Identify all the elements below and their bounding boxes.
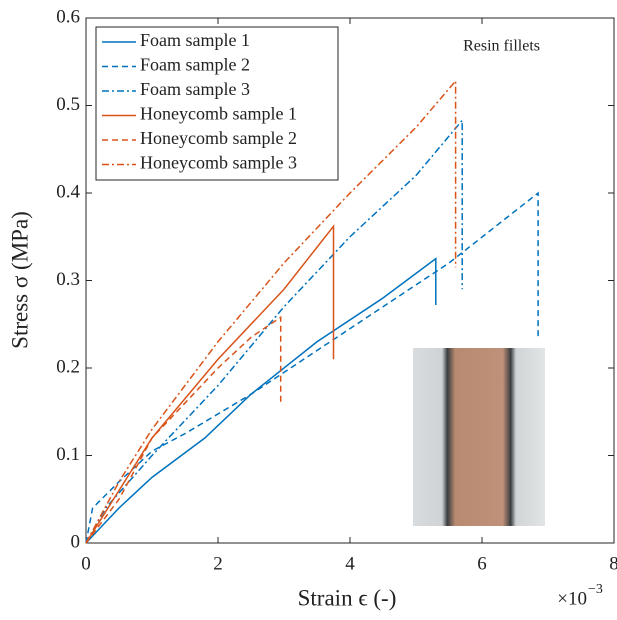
series-line [85, 224, 335, 544]
y-tick-label: 0 [71, 531, 81, 552]
series-line [85, 78, 457, 544]
legend-box [95, 26, 339, 181]
x-multiplier-exponent: −3 [588, 582, 603, 597]
series-line [85, 118, 463, 544]
legend-label: Honeycomb sample 1 [140, 104, 297, 124]
y-axis-label: Stress σ (MPa) [7, 211, 32, 349]
y-tick-label: 0.6 [56, 6, 80, 27]
y-tick-label: 0.2 [56, 356, 80, 377]
x-tick-label: 0 [81, 553, 91, 574]
x-tick-label: 8 [609, 553, 617, 574]
y-tick-label: 0.1 [56, 444, 80, 465]
legend-label: Honeycomb sample 3 [140, 153, 297, 173]
x-tick-label: 4 [345, 553, 355, 574]
x-axis-label: Strain ϵ (-) [298, 585, 397, 610]
x-multiplier: ×10 [557, 588, 587, 609]
y-tick-label: 0.3 [56, 269, 80, 290]
series-line [85, 257, 437, 544]
annotation: Resin fillets [463, 38, 540, 55]
inset-photo [413, 348, 545, 526]
series-line [85, 191, 539, 544]
y-tick-label: 0.4 [56, 181, 80, 202]
y-tick-label: 0.5 [56, 94, 80, 115]
legend-label: Honeycomb sample 2 [140, 128, 297, 148]
x-tick-label: 6 [477, 553, 487, 574]
x-tick-label: 2 [213, 553, 223, 574]
series-line [85, 315, 282, 544]
legend-label: Foam sample 3 [140, 79, 250, 99]
legend-label: Foam sample 1 [140, 30, 250, 50]
legend-label: Foam sample 2 [140, 55, 250, 75]
